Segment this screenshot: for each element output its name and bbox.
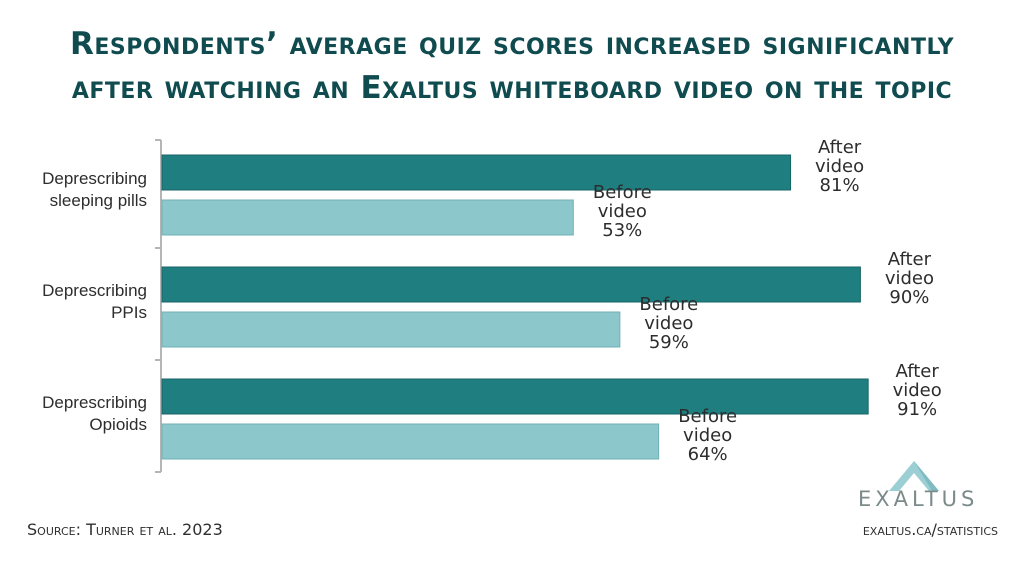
exaltus-logo-icon xyxy=(889,461,939,491)
bar-after-video xyxy=(161,154,792,191)
category-label-line: sleeping pills xyxy=(50,191,147,210)
data-label-line: video xyxy=(598,201,647,222)
source-note: Source: Turner et al. 2023 xyxy=(27,520,223,539)
category-label-line: Opioids xyxy=(89,415,147,434)
data-label-line: video xyxy=(683,425,732,446)
data-label: After video 90% xyxy=(885,249,934,308)
data-label-line: 59% xyxy=(649,332,689,353)
data-label-line: video xyxy=(893,380,942,401)
data-label-line: 91% xyxy=(897,399,937,420)
data-label-line: video xyxy=(815,156,864,177)
data-label-line: video xyxy=(885,268,934,289)
bar-after-video xyxy=(161,378,869,415)
category-label-line: Deprescribing xyxy=(42,281,147,300)
data-label-line: After xyxy=(818,137,862,158)
category-label: Deprescribing sleeping pills xyxy=(42,169,147,210)
bar-before-video xyxy=(161,199,574,236)
category-label-line: Deprescribing xyxy=(42,169,147,188)
data-label: After video 91% xyxy=(893,361,942,420)
category-label-line: Deprescribing xyxy=(42,393,147,412)
bar-before-video xyxy=(161,423,660,460)
data-label-line: Before xyxy=(639,294,698,315)
website-url[interactable]: exaltus.ca/statistics xyxy=(862,520,998,539)
logo-wordmark: EXALTUS xyxy=(858,487,979,511)
title-line-1: Respondents’ average quiz scores increas… xyxy=(69,26,954,62)
bar-before-video xyxy=(161,311,621,348)
bar-after-video xyxy=(161,266,861,303)
chart-title: Respondents’ average quiz scores increas… xyxy=(0,22,1024,110)
category-label-line: PPIs xyxy=(111,303,147,322)
data-label-line: After xyxy=(896,361,940,382)
data-label: Before video 59% xyxy=(639,294,698,353)
data-label-line: 64% xyxy=(688,444,728,465)
data-label-line: After xyxy=(888,249,932,270)
category-label: Deprescribing PPIs xyxy=(42,281,147,322)
category-label: Deprescribing Opioids xyxy=(42,393,147,434)
data-label-line: 53% xyxy=(602,220,642,241)
data-label-line: Before xyxy=(678,406,737,427)
data-label-line: video xyxy=(644,313,693,334)
data-label-line: 81% xyxy=(820,175,860,196)
data-label: Before video 53% xyxy=(593,182,652,241)
data-label: After video 81% xyxy=(815,137,864,196)
title-line-2: after watching an Exaltus whiteboard vid… xyxy=(71,70,953,106)
data-label-line: 90% xyxy=(889,287,929,308)
data-label-line: Before xyxy=(593,182,652,203)
data-label: Before video 64% xyxy=(678,406,737,465)
